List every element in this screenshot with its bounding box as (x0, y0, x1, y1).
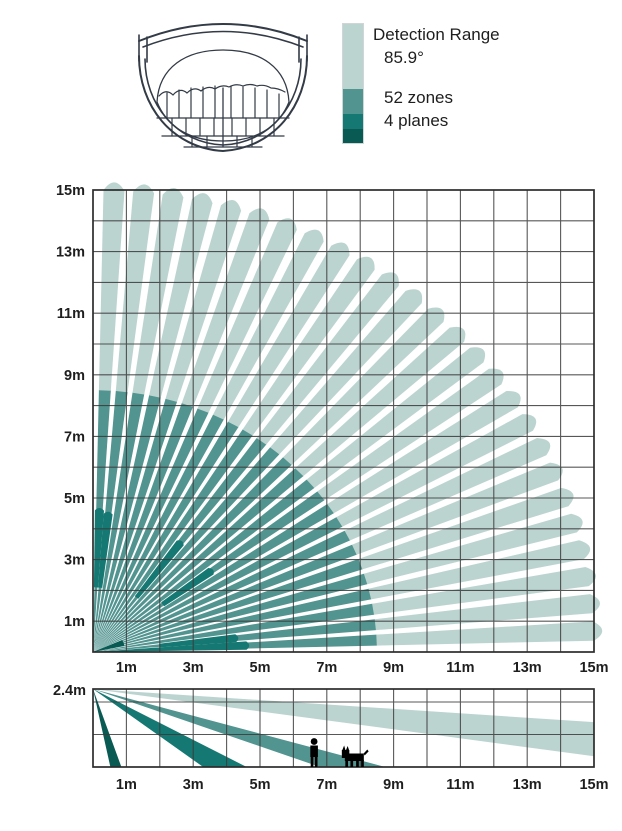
detection-beam-mid (93, 419, 239, 652)
x-tick-label: 9m (383, 777, 404, 793)
side-beam-long (93, 689, 594, 757)
x-tick-label: 5m (250, 777, 271, 793)
sensor-facets-row1 (166, 85, 280, 119)
x-tick-label: 7m (316, 777, 337, 793)
dog-silhouette (341, 745, 369, 767)
side-view-border (92, 688, 595, 768)
detection-beam-short (93, 641, 250, 652)
detection-beam-mid (93, 573, 371, 652)
legend-swatch-darkest (343, 129, 363, 143)
detection-beam-long (98, 182, 125, 391)
y-tick-label: 11m (57, 306, 85, 322)
sensor-lens-scallops (158, 83, 286, 97)
y-tick-label: 7m (64, 429, 85, 445)
y-tick-label: 9m (64, 368, 85, 384)
detection-beam-mid (93, 504, 336, 652)
x-tick-label: 9m (383, 660, 404, 676)
detection-beam-long (344, 438, 551, 541)
detection-beam-long (242, 256, 375, 436)
detection-beam-long (132, 187, 184, 395)
detection-beam-long (283, 307, 445, 465)
detection-beam-mid (93, 603, 379, 652)
detection-beam-long (197, 218, 297, 413)
x-tick-label: 7m (316, 660, 337, 676)
x-tick-label: 15m (579, 777, 608, 793)
sensor-bowl (138, 55, 308, 153)
legend-title: Detection Range (373, 25, 500, 44)
detection-beam-short (93, 507, 104, 588)
detection-beam-long (295, 326, 466, 477)
detection-beam-short (98, 511, 113, 588)
detection-beam-long (336, 414, 537, 527)
top-view-grid (93, 190, 594, 652)
x-tick-label: 11m (446, 660, 474, 676)
detection-beam-mid (93, 389, 145, 652)
sensor-top-rim (138, 23, 308, 42)
detection-beam-long (213, 229, 324, 420)
x-tick-label: 15m (579, 660, 608, 676)
sensor-illustration (126, 4, 320, 154)
sensor-facets-row2 (171, 117, 275, 137)
detection-beam-mid (93, 559, 366, 652)
detection-beam-long (363, 513, 583, 585)
legend-swatch-light (343, 24, 363, 89)
detection-beam-long (181, 208, 270, 407)
x-tick-label: 3m (183, 777, 204, 793)
y-tick-label: 15m (56, 183, 85, 199)
y-tick-label: 5m (64, 491, 85, 507)
detection-beam-long (327, 390, 521, 514)
sensor-lens-window (156, 49, 290, 142)
legend-color-bar (342, 23, 364, 144)
y-tick-label: 13m (56, 245, 85, 261)
creep-zone-stub (93, 640, 125, 652)
x-tick-label: 3m (183, 660, 204, 676)
detection-beam-short (159, 634, 239, 648)
x-tick-label: 11m (446, 777, 474, 793)
x-tick-label: 1m (116, 777, 137, 793)
legend-planes-label: 4 planes (384, 111, 449, 130)
person-silhouette (310, 738, 318, 767)
side-beam-short (93, 689, 247, 767)
side-beam-creep (93, 689, 122, 767)
sensor-facets-row3 (183, 135, 263, 148)
detection-beam-long (115, 184, 155, 393)
detection-beam-mid (93, 412, 224, 652)
top-view-border (92, 189, 595, 653)
detection-beam-long (165, 199, 242, 402)
detection-beam-long (270, 289, 423, 455)
detection-beam-mid (93, 588, 375, 652)
mount-height-label: 2.4m (53, 683, 86, 699)
detection-beam-mid (93, 395, 177, 652)
detection-beam-short (161, 568, 214, 607)
legend-angle-value: 85.9° (384, 48, 424, 67)
detection-beam-long (306, 347, 486, 488)
detection-beam-long (368, 540, 591, 600)
legend-swatch-medium (343, 89, 363, 114)
detection-beam-long (256, 272, 399, 445)
detection-beam-long (149, 193, 213, 398)
legend-swatch-dark (343, 114, 363, 129)
detection-beam-long (228, 242, 350, 428)
sensor-lens-illustration (138, 23, 308, 153)
detection-beam-mid (93, 517, 345, 652)
detection-beam-mid (93, 428, 253, 652)
detection-beam-long (376, 621, 603, 646)
x-tick-label: 13m (513, 777, 542, 793)
legend-zones-label: 52 zones (384, 88, 453, 107)
detection-beam-mid (93, 456, 293, 652)
detection-beam-mid (93, 400, 193, 652)
x-tick-label: 1m (116, 660, 137, 676)
x-tick-label: 5m (250, 660, 271, 676)
legend: Detection Range 85.9° 52 zones 4 planes (0, 0, 622, 160)
y-tick-label: 1m (64, 614, 85, 630)
detection-beam-long (352, 462, 563, 555)
x-tick-label: 13m (513, 660, 542, 676)
y-tick-label: 3m (64, 553, 85, 569)
